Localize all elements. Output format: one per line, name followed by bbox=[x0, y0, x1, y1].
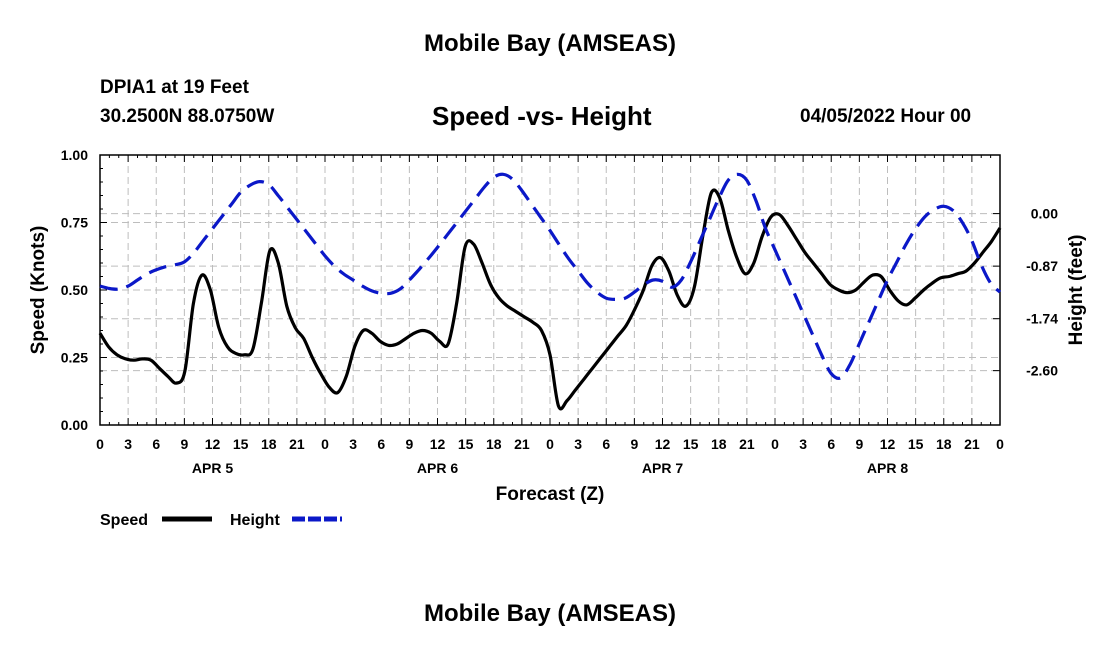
page-title: Mobile Bay (AMSEAS) bbox=[423, 30, 677, 57]
x-tick-label: 18 bbox=[936, 436, 952, 452]
x-tick-label: 21 bbox=[739, 436, 755, 452]
x-tick-label: 9 bbox=[180, 436, 188, 452]
station-label: DPIA1 at 19 Feet bbox=[100, 77, 249, 98]
day-label: APR 6 bbox=[417, 460, 458, 476]
x-tick-label: 6 bbox=[377, 436, 385, 452]
x-axis-label: Forecast (Z) bbox=[496, 484, 605, 505]
x-tick-label: 15 bbox=[683, 436, 699, 452]
y-tick-label: 0.75 bbox=[61, 215, 88, 231]
x-tick-label: 0 bbox=[96, 436, 104, 452]
legend-label-speed: Speed bbox=[100, 512, 148, 529]
x-tick-label: 6 bbox=[602, 436, 610, 452]
x-tick-label: 3 bbox=[574, 436, 582, 452]
x-tick-label: 12 bbox=[430, 436, 446, 452]
x-tick-label: 18 bbox=[711, 436, 727, 452]
x-tick-label: 0 bbox=[321, 436, 329, 452]
day-label: APR 8 bbox=[867, 460, 908, 476]
x-tick-label: 6 bbox=[152, 436, 160, 452]
x-tick-label: 15 bbox=[233, 436, 249, 452]
x-tick-label: 9 bbox=[630, 436, 638, 452]
x-tick-label: 3 bbox=[799, 436, 807, 452]
x-tick-label: 18 bbox=[261, 436, 277, 452]
x-tick-label: 18 bbox=[486, 436, 502, 452]
x-tick-label: 12 bbox=[205, 436, 221, 452]
x-tick-label: 6 bbox=[827, 436, 835, 452]
y2-axis-label: Height (feet) bbox=[1066, 235, 1087, 346]
y2-tick-label: 0.00 bbox=[1031, 206, 1058, 222]
chart-title: Speed -vs- Height bbox=[432, 101, 652, 131]
x-tick-label: 21 bbox=[964, 436, 980, 452]
coordinates-label: 30.2500N 88.0750W bbox=[100, 106, 275, 127]
forecast-date: 04/05/2022 Hour 00 bbox=[800, 106, 972, 127]
day-label: APR 7 bbox=[642, 460, 683, 476]
x-tick-label: 0 bbox=[996, 436, 1004, 452]
y-tick-label: 0.00 bbox=[61, 417, 88, 433]
x-tick-label: 12 bbox=[880, 436, 896, 452]
x-tick-label: 3 bbox=[349, 436, 357, 452]
series-line-height bbox=[99, 172, 1002, 380]
y2-tick-label: -0.87 bbox=[1026, 258, 1058, 274]
x-tick-label: 15 bbox=[458, 436, 474, 452]
y2-tick-label: -2.60 bbox=[1026, 363, 1058, 379]
x-tick-label: 0 bbox=[771, 436, 779, 452]
x-tick-label: 21 bbox=[514, 436, 530, 452]
x-tick-label: 21 bbox=[289, 436, 305, 452]
x-tick-label: 12 bbox=[655, 436, 671, 452]
x-tick-label: 15 bbox=[908, 436, 924, 452]
legend-label-height: Height bbox=[230, 512, 280, 529]
day-label: APR 5 bbox=[192, 460, 233, 476]
x-tick-label: 9 bbox=[405, 436, 413, 452]
x-tick-label: 3 bbox=[124, 436, 132, 452]
footer-title: Mobile Bay (AMSEAS) bbox=[423, 600, 677, 627]
series-line-speed bbox=[98, 188, 1002, 411]
y-tick-label: 1.00 bbox=[61, 147, 88, 163]
y-tick-label: 0.25 bbox=[61, 350, 88, 366]
x-tick-label: 0 bbox=[546, 436, 554, 452]
y-tick-label: 0.50 bbox=[61, 282, 88, 298]
y-axis-label: Speed (Knots) bbox=[28, 226, 49, 355]
y2-tick-label: -1.74 bbox=[1026, 311, 1058, 327]
x-tick-label: 9 bbox=[855, 436, 863, 452]
